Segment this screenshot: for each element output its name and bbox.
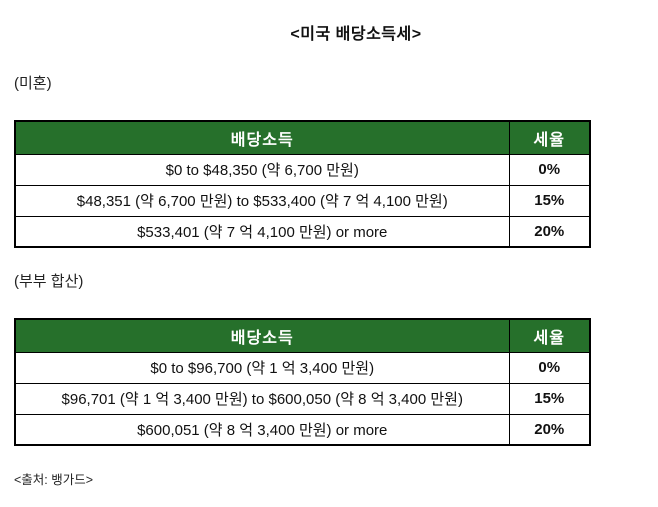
income-cell: $533,401 (약 7 억 4,100 만원) or more: [14, 215, 510, 248]
income-cell: $96,701 (약 1 억 3,400 만원) to $600,050 (약 …: [14, 382, 510, 415]
table-row: $0 to $96,700 (약 1 억 3,400 만원) 0%: [14, 351, 591, 384]
table-row: $48,351 (약 6,700 만원) to $533,400 (약 7 억 …: [14, 184, 591, 217]
table-header-row: 배당소득 세율: [14, 120, 591, 155]
income-cell: $48,351 (약 6,700 만원) to $533,400 (약 7 억 …: [14, 184, 510, 217]
income-cell: $0 to $96,700 (약 1 억 3,400 만원): [14, 351, 510, 384]
column-header-income: 배당소득: [14, 120, 510, 155]
column-header-rate: 세율: [508, 318, 591, 353]
tax-table-married: 배당소득 세율 $0 to $96,700 (약 1 억 3,400 만원) 0…: [14, 318, 591, 446]
column-header-rate: 세율: [508, 120, 591, 155]
rate-cell: 0%: [508, 351, 591, 384]
tax-table-single: 배당소득 세율 $0 to $48,350 (약 6,700 만원) 0% $4…: [14, 120, 591, 248]
table-row: $96,701 (약 1 억 3,400 만원) to $600,050 (약 …: [14, 382, 591, 415]
income-cell: $600,051 (약 8 억 3,400 만원) or more: [14, 413, 510, 446]
rate-cell: 15%: [508, 184, 591, 217]
column-header-income: 배당소득: [14, 318, 510, 353]
table-header-row: 배당소득 세율: [14, 318, 591, 353]
section-label-married: (부부 합산): [14, 273, 84, 290]
page-title: <미국 배당소득세>: [290, 26, 422, 43]
source-caption: <출처: 뱅가드>: [14, 473, 94, 487]
income-cell: $0 to $48,350 (약 6,700 만원): [14, 153, 510, 186]
table-row: $600,051 (약 8 억 3,400 만원) or more 20%: [14, 413, 591, 446]
rate-cell: 15%: [508, 382, 591, 415]
table-row: $0 to $48,350 (약 6,700 만원) 0%: [14, 153, 591, 186]
rate-cell: 0%: [508, 153, 591, 186]
rate-cell: 20%: [508, 413, 591, 446]
section-label-single: (미혼): [14, 75, 52, 92]
rate-cell: 20%: [508, 215, 591, 248]
table-row: $533,401 (약 7 억 4,100 만원) or more 20%: [14, 215, 591, 248]
